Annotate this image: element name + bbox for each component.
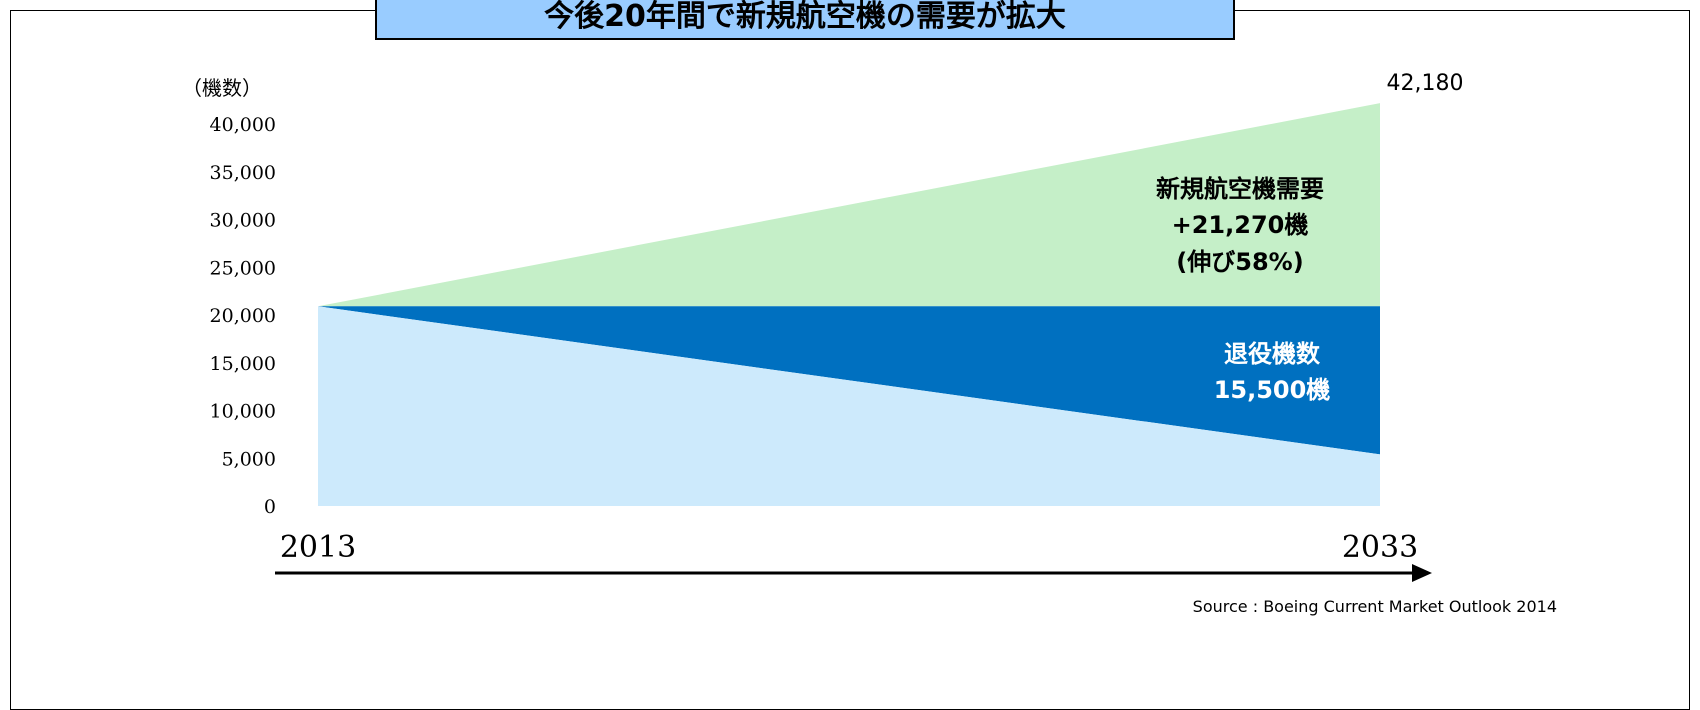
- retired-area: [318, 306, 1380, 455]
- new-demand-annotation: (伸び58%): [1176, 248, 1303, 276]
- y-tick-label: 10,000: [210, 401, 276, 423]
- retired-annotation: 15,500機: [1214, 376, 1331, 404]
- x-tick-label: 2033: [1342, 530, 1418, 565]
- remaining-area: [318, 306, 1380, 506]
- y-tick-label: 0: [264, 496, 276, 518]
- new-demand-annotation: +21,270機: [1172, 211, 1309, 239]
- y-tick-label: 15,000: [210, 353, 276, 375]
- y-tick-label: 30,000: [210, 210, 276, 232]
- y-tick-label: 40,000: [210, 114, 276, 136]
- x-tick-label: 2013: [280, 530, 356, 565]
- y-tick-label: 35,000: [210, 162, 276, 184]
- chart-area: 0 5,000 10,000 15,000 20,000 25,000 30,000 35,0…: [182, 71, 1557, 616]
- y-unit-label: （機数）: [182, 76, 262, 100]
- y-tick-label: 5,000: [222, 448, 276, 470]
- end-value-label: 42,180: [1387, 71, 1464, 96]
- retired-annotation: 退役機数: [1224, 340, 1321, 368]
- y-tick-label: 25,000: [210, 257, 276, 279]
- y-tick-label: 20,000: [210, 305, 276, 327]
- new-demand-annotation: 新規航空機需要: [1156, 175, 1324, 203]
- source-note: Source : Boeing Current Market Outlook 2…: [1193, 597, 1557, 616]
- new-demand-area: [318, 103, 1380, 307]
- chart-title: 今後20年間で新規航空機の需要が拡大: [544, 0, 1066, 34]
- title-banner: 今後20年間で新規航空機の需要が拡大: [375, 0, 1235, 40]
- timeline-arrow-head: [1412, 564, 1432, 582]
